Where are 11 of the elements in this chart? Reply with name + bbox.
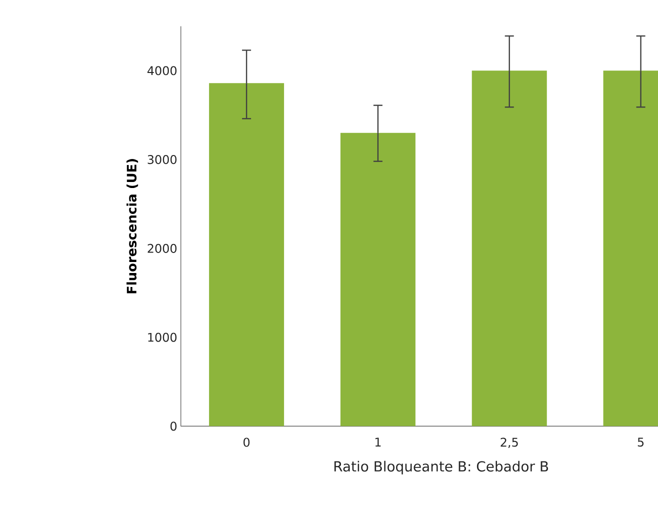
x-tick-label: 2,5 — [500, 438, 518, 448]
y-tick-label: 0 — [170, 422, 177, 431]
y-tick-label: 3000 — [148, 155, 177, 164]
y-tick-label: 4000 — [147, 66, 177, 76]
x-tick-label: 5 — [638, 438, 644, 447]
x-axis-title: Ratio Bloqueante B: Cebador B — [334, 460, 548, 474]
x-tick-label: 1 — [375, 438, 381, 446]
x-tick-label: 0 — [244, 438, 250, 447]
y-axis-title: Fluorescencia (UE) — [126, 159, 138, 294]
y-tick-label: 2000 — [148, 244, 177, 253]
y-tick-label: 1000 — [148, 332, 177, 342]
